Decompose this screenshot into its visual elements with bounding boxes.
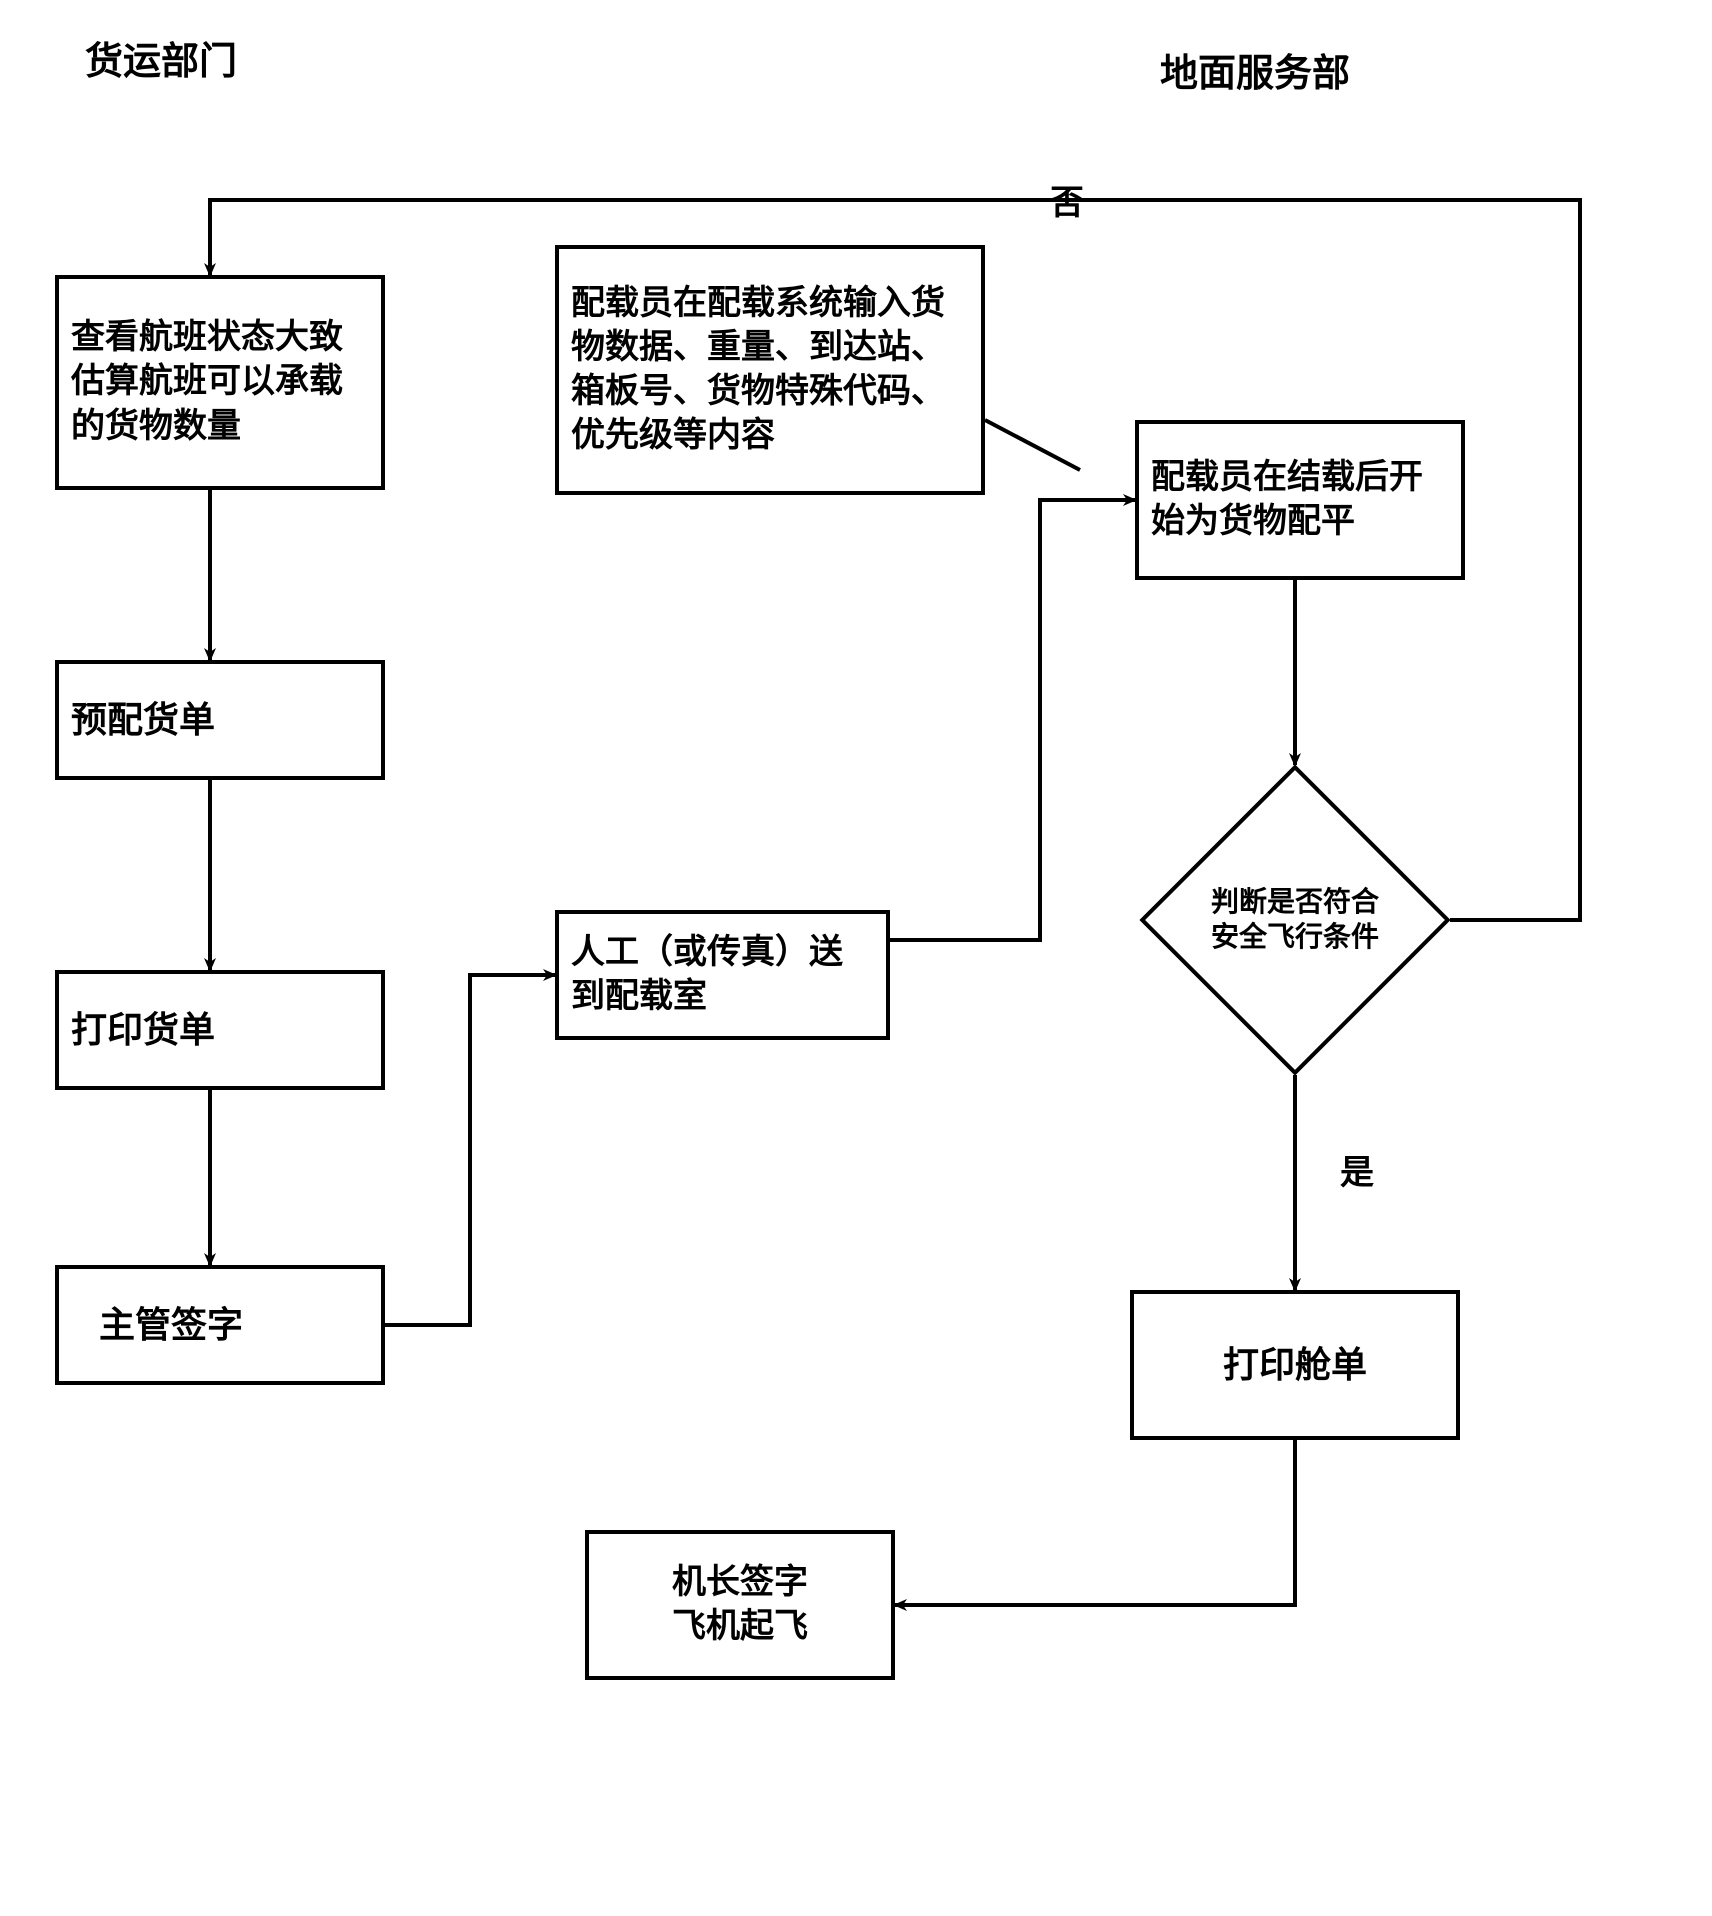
node-label: 配载员在配载系统输入货物数据、重量、到达站、箱板号、货物特殊代码、优先级等内容: [571, 282, 969, 459]
node-deliver-to-load-room: 人工（或传真）送到配载室: [555, 910, 890, 1040]
decision-safety-check: 判断是否符合 安全飞行条件: [1185, 810, 1405, 1030]
node-label: 主管签字: [99, 1302, 243, 1349]
edge-e-n8-n9: [895, 1440, 1295, 1605]
node-captain-sign-takeoff: 机长签字 飞机起飞: [585, 1530, 895, 1680]
node-label: 人工（或传真）送到配载室: [571, 931, 874, 1019]
decision-label: 判断是否符合 安全飞行条件: [1211, 885, 1379, 955]
node-label: 查看航班状态大致估算航班可以承载的货物数量: [71, 316, 369, 449]
node-label: 预配货单: [71, 697, 215, 744]
node-pre-cargo-manifest: 预配货单: [55, 660, 385, 780]
node-label: 配载员在结载后开始为货物配平: [1151, 456, 1449, 544]
node-print-load-sheet: 打印舱单: [1130, 1290, 1460, 1440]
node-print-cargo-manifest: 打印货单: [55, 970, 385, 1090]
edge-e-n5-up-n7: [890, 500, 1135, 940]
header-ground-service: 地面服务部: [1160, 42, 1350, 97]
node-label: 打印货单: [71, 1007, 215, 1054]
edge-label-no: 否: [1050, 175, 1084, 224]
edge-e-n6-n7: [985, 420, 1080, 470]
header-cargo-dept: 货运部门: [85, 30, 237, 85]
node-supervisor-sign: 主管签字: [55, 1265, 385, 1385]
edge-label-yes: 是: [1340, 1145, 1374, 1194]
edge-e-n4-n5: [385, 975, 555, 1325]
node-label: 机长签字 飞机起飞: [672, 1561, 808, 1649]
node-label: 打印舱单: [1223, 1342, 1367, 1389]
node-loader-balance-cargo: 配载员在结载后开始为货物配平: [1135, 420, 1465, 580]
node-loader-input-data: 配载员在配载系统输入货物数据、重量、到达站、箱板号、货物特殊代码、优先级等内容: [555, 245, 985, 495]
node-check-flight-status: 查看航班状态大致估算航班可以承载的货物数量: [55, 275, 385, 490]
